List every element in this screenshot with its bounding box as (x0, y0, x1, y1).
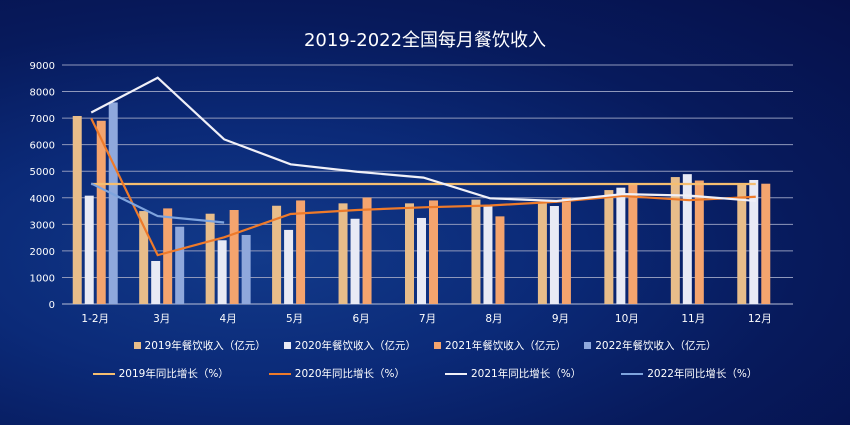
bar-2020 (549, 206, 559, 304)
y-tick-label: 4000 (30, 194, 55, 205)
legend-bars: 2019年餐饮收入（亿元） 2020年餐饮收入（亿元） 2021年餐饮收入（亿元） 2… (0, 338, 850, 353)
bar-2019 (139, 211, 149, 304)
bar-2019 (471, 199, 481, 304)
legend-label: 2019年餐饮收入（亿元） (144, 340, 266, 352)
legend-item: 2022年同比增长（%） (621, 366, 757, 381)
legend-label: 2021年同比增长（%） (471, 368, 582, 380)
bar-2020 (749, 179, 759, 304)
x-tick-label: 3月 (153, 313, 170, 325)
x-tick-label: 1-2月 (81, 313, 109, 325)
legend-swatch (283, 342, 291, 349)
bar-2021 (362, 197, 372, 304)
bar-2020 (217, 240, 227, 304)
bar-2020 (616, 187, 626, 304)
y-tick-label: 8000 (30, 88, 55, 99)
legend-lines: 2019年同比增长（%） 2020年同比增长（%） 2021年同比增长（%） 2022… (0, 366, 850, 381)
y-tick-label: 7000 (30, 114, 55, 125)
x-tick-label: 9月 (552, 313, 569, 325)
x-tick-label: 8月 (485, 313, 502, 325)
bar-2020 (682, 174, 692, 304)
legend-label: 2020年同比增长（%） (294, 368, 405, 380)
bar-2020 (417, 217, 426, 304)
legend-label: 2019年同比增长（%） (118, 368, 229, 380)
bar-2020 (483, 206, 493, 304)
legend-label: 2022年同比增长（%） (647, 368, 758, 380)
legend-swatch (434, 342, 441, 349)
x-tick-label: 10月 (615, 313, 639, 325)
legend-label: 2020年餐饮收入（亿元） (294, 340, 416, 352)
bar-2021 (694, 180, 704, 304)
legend-line-swatch (92, 372, 115, 375)
bar-2022 (108, 102, 118, 305)
line-2021 (90, 76, 756, 203)
legend-line-swatch (268, 372, 291, 375)
bar-2019 (405, 203, 414, 304)
bar-2021 (163, 208, 173, 304)
chart-title: 2019-2022全国每月餐饮收入 (303, 30, 547, 51)
bar-2020 (284, 229, 294, 304)
legend-label: 2021年餐饮收入（亿元） (445, 340, 567, 352)
legend-line-swatch (445, 372, 467, 375)
x-tick-label: 7月 (419, 313, 436, 325)
legend-swatch (584, 342, 592, 349)
bar-2019 (604, 190, 614, 304)
y-tick-label: 5000 (30, 167, 55, 178)
legend-item: 2019年同比增长（%） (92, 366, 229, 381)
x-tick-label: 6月 (352, 313, 369, 325)
bar-2021 (628, 184, 638, 304)
bar-2020 (350, 218, 360, 304)
bar-2019 (72, 115, 82, 304)
bar-2021 (561, 197, 571, 304)
x-tick-label: 11月 (681, 313, 705, 325)
bar-2022 (241, 234, 251, 304)
bar-2020 (84, 195, 94, 304)
legend-item: 2020年餐饮收入（亿元） (283, 338, 416, 353)
y-tick-label: 0 (49, 300, 55, 311)
legend-item: 2020年同比增长（%） (268, 366, 405, 381)
bar-2019 (537, 202, 547, 304)
x-tick-label: 5月 (286, 313, 303, 325)
legend-item: 2021年同比增长（%） (445, 366, 581, 381)
legend-item: 2019年餐饮收入（亿元） (133, 338, 266, 353)
bar-2021 (296, 200, 306, 304)
legend-item: 2021年餐饮收入（亿元） (434, 338, 566, 353)
bar-2021 (495, 216, 505, 304)
x-tick-label: 12月 (748, 313, 772, 325)
bar-2019 (272, 205, 282, 304)
line-2020 (90, 117, 756, 257)
bar-2021 (229, 209, 239, 304)
y-tick-label: 3000 (30, 220, 55, 231)
x-tick-label: 4月 (220, 313, 237, 325)
line-2022 (90, 182, 225, 224)
bar-2022 (175, 226, 185, 304)
bar-2021 (761, 183, 771, 304)
bar-2019 (670, 177, 680, 304)
y-tick-label: 1000 (30, 273, 55, 284)
legend-item: 2022年餐饮收入（亿元） (584, 338, 716, 353)
y-tick-label: 6000 (30, 141, 55, 152)
bar-2019 (338, 203, 348, 304)
legend-label: 2022年餐饮收入（亿元） (595, 340, 717, 352)
y-tick-label: 2000 (30, 247, 55, 258)
bar-2021 (96, 120, 106, 305)
legend-swatch (133, 342, 141, 349)
y-tick-label: 9000 (30, 61, 55, 72)
bar-2019 (737, 184, 747, 304)
bar-2021 (429, 200, 438, 304)
bar-2020 (151, 260, 161, 304)
legend-line-swatch (621, 372, 644, 375)
bar-2019 (205, 213, 215, 304)
